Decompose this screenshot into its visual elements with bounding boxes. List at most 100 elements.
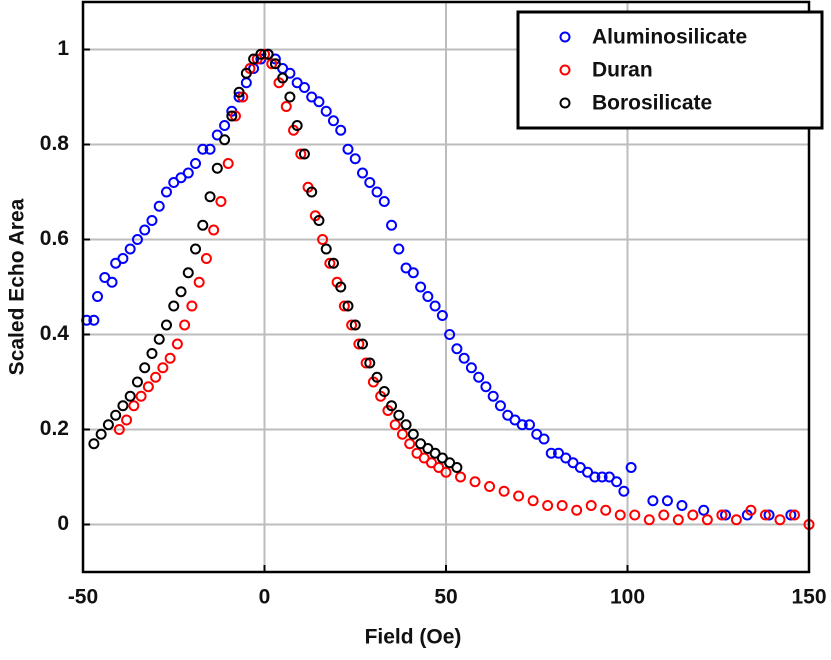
x-axis-label: Field (Oe) [365, 626, 462, 649]
point [465, 362, 477, 374]
point [600, 504, 612, 516]
point [219, 134, 231, 146]
point [523, 419, 535, 431]
point [444, 329, 456, 340]
y-tick-label: 0.4 [40, 322, 70, 345]
point [222, 158, 234, 169]
point [516, 419, 528, 431]
point [139, 224, 151, 236]
point [360, 357, 372, 369]
legend-marker [559, 31, 571, 43]
point [494, 400, 506, 412]
point [324, 257, 336, 269]
point [320, 105, 332, 117]
point [204, 143, 216, 155]
point [407, 267, 419, 279]
x-tick-label: -50 [68, 586, 98, 609]
point [585, 500, 597, 511]
legend-marker [559, 97, 571, 109]
point [131, 376, 143, 388]
point [720, 509, 732, 521]
point [131, 234, 143, 245]
point [618, 485, 630, 497]
point [298, 148, 310, 160]
point [190, 158, 202, 169]
point [255, 48, 267, 60]
point [182, 267, 194, 279]
point [371, 186, 383, 198]
point [404, 438, 416, 450]
point [233, 91, 245, 103]
point [153, 333, 165, 345]
point [240, 77, 252, 89]
point [643, 514, 655, 526]
point [378, 386, 390, 397]
point [788, 509, 800, 521]
point [396, 428, 408, 440]
legend-label: Borosilicate [592, 92, 712, 115]
point [200, 253, 212, 264]
point [647, 495, 659, 507]
point [139, 362, 151, 374]
point [153, 200, 165, 212]
point [233, 86, 245, 98]
x-tick-label: 50 [434, 586, 457, 609]
point [513, 490, 525, 502]
point [596, 471, 608, 483]
point [157, 362, 169, 374]
x-tick-label: 0 [259, 586, 271, 609]
point [538, 433, 550, 445]
point [262, 48, 274, 60]
point [785, 509, 797, 521]
point [193, 276, 205, 288]
point [317, 234, 329, 245]
point [240, 67, 252, 79]
point [298, 82, 310, 93]
point [436, 310, 448, 321]
point [92, 291, 104, 302]
point [484, 481, 496, 492]
point [190, 243, 202, 255]
point [160, 319, 172, 331]
x-tick-label: 100 [610, 586, 645, 609]
point [571, 504, 583, 516]
point [422, 291, 434, 302]
point [342, 143, 354, 155]
point [629, 509, 641, 521]
point [393, 409, 405, 421]
point [415, 281, 427, 293]
point [335, 124, 347, 136]
point [440, 466, 452, 478]
point [146, 348, 158, 359]
point [295, 148, 307, 160]
point [774, 514, 786, 526]
point [320, 243, 332, 255]
point [186, 300, 198, 312]
point [175, 286, 187, 298]
point [393, 243, 405, 255]
point [349, 153, 361, 165]
point [226, 110, 238, 122]
point [88, 314, 100, 326]
point [160, 186, 172, 198]
point [364, 357, 376, 369]
point [313, 215, 325, 226]
point [407, 428, 419, 440]
point [171, 338, 183, 350]
point [389, 419, 401, 431]
point [128, 400, 140, 412]
point [455, 471, 467, 483]
point [280, 101, 292, 112]
point [614, 509, 626, 521]
point [676, 500, 688, 511]
point [357, 338, 369, 350]
point [473, 371, 485, 383]
point [211, 162, 223, 174]
y-tick-label: 0.2 [40, 417, 69, 440]
point [146, 215, 158, 226]
point [498, 485, 510, 497]
point [259, 48, 270, 60]
point [229, 110, 241, 122]
plot-frame [81, 0, 811, 574]
point [117, 253, 129, 264]
